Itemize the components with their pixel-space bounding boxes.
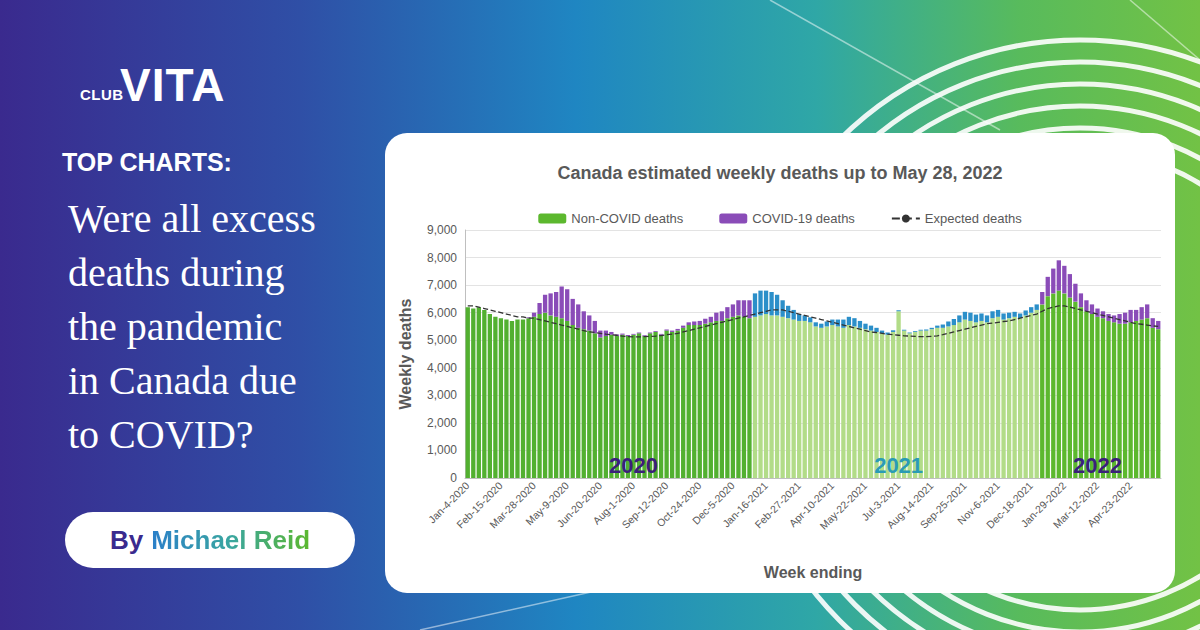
svg-text:Aug-14-2021: Aug-14-2021 [885,480,936,531]
svg-text:7,000: 7,000 [427,278,457,292]
svg-text:May-9-2020: May-9-2020 [523,480,572,528]
html-text:CLUB: CLUB [80,86,124,103]
svg-text:COVID-19 deaths: COVID-19 deaths [752,211,855,226]
svg-text:Aug-1-2020: Aug-1-2020 [590,480,638,527]
svg-text:8,000: 8,000 [427,251,457,265]
svg-text:4,000: 4,000 [427,361,457,375]
svg-text:2020: 2020 [609,453,658,478]
svg-text:Apr-10-2021: Apr-10-2021 [787,480,837,530]
html-text:TOP CHARTS:: TOP CHARTS: [62,148,232,176]
svg-text:Jun-20-2020: Jun-20-2020 [554,480,605,530]
svg-text:May-22-2021: May-22-2021 [818,480,870,532]
html-text:in Canada due: in Canada due [68,358,297,403]
svg-text:Nov-6-2021: Nov-6-2021 [955,480,1002,527]
svg-text:Dec-18-2021: Dec-18-2021 [984,480,1036,531]
svg-text:0: 0 [450,471,457,485]
html-text:deaths during: deaths during [68,250,285,295]
svg-text:Week ending: Week ending [764,564,862,581]
svg-text:Feb-15-2020: Feb-15-2020 [454,480,505,531]
svg-text:5,000: 5,000 [427,333,457,347]
html-text:Were all excess: Were all excess [68,196,316,241]
svg-text:Mar-12-2022: Mar-12-2022 [1051,480,1102,531]
svg-text:Expected deaths: Expected deaths [925,211,1022,226]
svg-text:Jul-3-2021: Jul-3-2021 [859,480,903,523]
html-text:to COVID?: to COVID? [68,412,254,457]
svg-text:3,000: 3,000 [427,388,457,402]
svg-text:9,000: 9,000 [427,223,457,237]
svg-text:1,000: 1,000 [427,443,457,457]
svg-text:Sep-25-2021: Sep-25-2021 [918,480,969,531]
svg-text:Non-COVID deaths: Non-COVID deaths [571,211,683,226]
svg-text:2021: 2021 [874,453,923,478]
html-text:By Michael Reid: By Michael Reid [109,524,311,555]
svg-text:Sep-12-2020: Sep-12-2020 [619,480,671,531]
svg-text:Canada estimated weekly deaths: Canada estimated weekly deaths up to May… [557,163,1002,183]
svg-text:2022: 2022 [1073,453,1122,478]
svg-text:Jan-4-2020: Jan-4-2020 [426,480,472,526]
html-text:VITA: VITA [120,59,226,111]
html-text:the pandemic: the pandemic [68,304,283,349]
svg-text:2,000: 2,000 [427,416,457,430]
svg-text:Apr-23-2022: Apr-23-2022 [1086,480,1135,529]
svg-text:Jan-16-2021: Jan-16-2021 [720,480,770,530]
svg-text:Feb-27-2021: Feb-27-2021 [752,480,804,531]
svg-text:6,000: 6,000 [427,306,457,320]
svg-text:Dec-5-2020: Dec-5-2020 [690,480,737,527]
svg-text:Mar-28-2020: Mar-28-2020 [487,480,538,531]
svg-text:Weekly deaths: Weekly deaths [397,298,414,409]
svg-text:Jan-29-2022: Jan-29-2022 [1018,480,1069,530]
svg-text:Oct-24-2020: Oct-24-2020 [654,480,704,530]
